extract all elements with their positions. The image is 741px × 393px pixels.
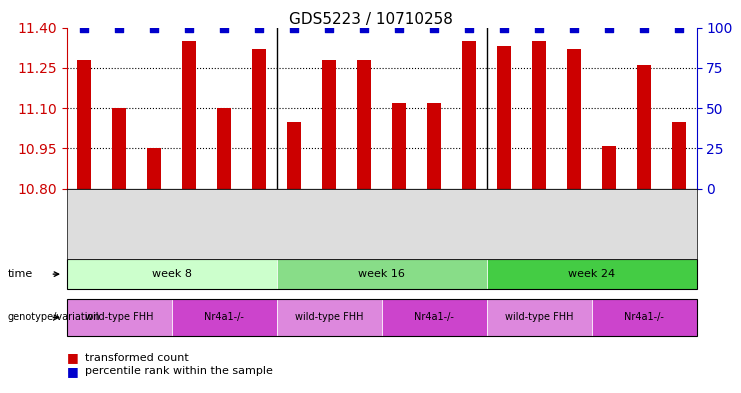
Point	[183, 24, 195, 31]
Point	[393, 24, 405, 31]
Bar	[462, 41, 476, 189]
Point	[253, 24, 265, 31]
Bar	[532, 41, 546, 189]
Point	[428, 24, 440, 31]
Text: week 16: week 16	[358, 269, 405, 279]
Point	[603, 24, 615, 31]
Bar	[567, 49, 581, 189]
Text: week 24: week 24	[568, 269, 615, 279]
Point	[463, 24, 475, 31]
Text: Nr4a1-/-: Nr4a1-/-	[414, 312, 454, 322]
Text: Nr4a1-/-: Nr4a1-/-	[205, 312, 244, 322]
Text: Nr4a1-/-: Nr4a1-/-	[624, 312, 664, 322]
Bar	[287, 121, 301, 189]
Text: wild-type FHH: wild-type FHH	[505, 312, 574, 322]
Bar	[637, 65, 651, 189]
Point	[288, 24, 300, 31]
Text: ■: ■	[67, 365, 79, 378]
Bar	[252, 49, 266, 189]
Point	[638, 24, 650, 31]
Text: week 8: week 8	[152, 269, 192, 279]
Bar	[112, 108, 126, 189]
Bar	[217, 108, 231, 189]
Bar	[322, 60, 336, 189]
Bar	[497, 46, 511, 189]
Point	[323, 24, 335, 31]
Bar	[392, 103, 406, 189]
Bar	[357, 60, 371, 189]
Point	[113, 24, 125, 31]
Text: ■: ■	[67, 351, 79, 364]
Bar	[147, 149, 161, 189]
Point	[218, 24, 230, 31]
Point	[498, 24, 510, 31]
Bar	[427, 103, 441, 189]
Text: genotype/variation: genotype/variation	[7, 312, 100, 322]
Bar	[602, 146, 616, 189]
Text: percentile rank within the sample: percentile rank within the sample	[85, 366, 273, 376]
Text: GDS5223 / 10710258: GDS5223 / 10710258	[288, 12, 453, 27]
Point	[148, 24, 160, 31]
Text: wild-type FHH: wild-type FHH	[295, 312, 363, 322]
Point	[79, 24, 90, 31]
Text: transformed count: transformed count	[85, 353, 189, 363]
Point	[358, 24, 370, 31]
Point	[568, 24, 580, 31]
Bar	[182, 41, 196, 189]
Text: time: time	[7, 269, 33, 279]
Text: wild-type FHH: wild-type FHH	[85, 312, 153, 322]
Bar	[77, 60, 91, 189]
Bar	[672, 121, 686, 189]
Point	[673, 24, 685, 31]
Point	[533, 24, 545, 31]
